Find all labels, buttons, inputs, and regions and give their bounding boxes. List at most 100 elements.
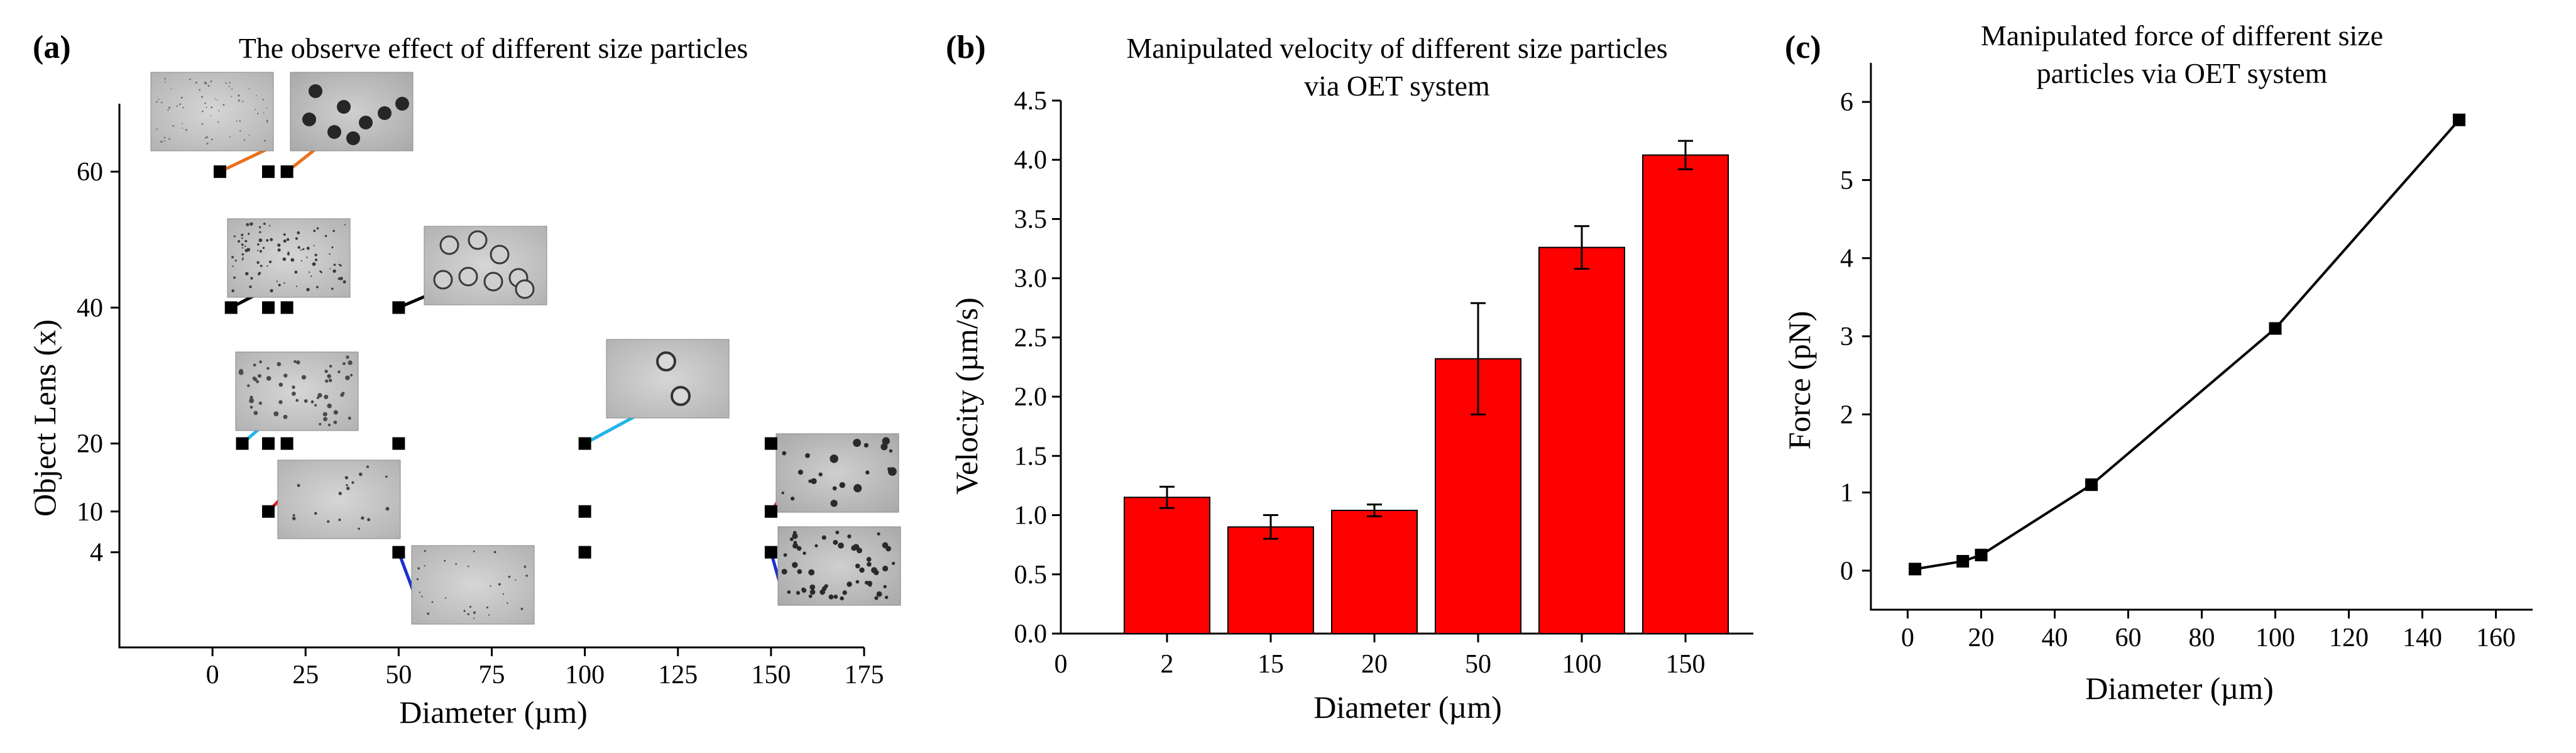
particle <box>195 81 197 84</box>
particle <box>241 258 244 261</box>
particle <box>792 533 798 539</box>
particle <box>287 253 290 256</box>
particle <box>525 574 528 577</box>
particle <box>876 591 882 597</box>
particle <box>263 223 266 225</box>
panel-a-title: The observe effect of different size par… <box>239 32 748 64</box>
particle <box>314 404 317 407</box>
panel-a-points <box>213 165 777 559</box>
particle <box>259 250 262 253</box>
particle <box>300 260 303 262</box>
particle <box>168 106 171 109</box>
micrograph-image <box>776 433 899 513</box>
particle <box>832 486 837 491</box>
micrograph-image <box>290 72 414 151</box>
particle <box>234 259 237 262</box>
particle <box>292 385 295 389</box>
panel-c: (c) Manipulated force of different size … <box>1782 19 2533 706</box>
particle <box>329 268 331 270</box>
particle <box>867 561 872 567</box>
particle <box>242 101 244 102</box>
x-tick-label: 0 <box>1901 624 1914 652</box>
panel-c-axis-lines <box>1870 63 2533 611</box>
particle <box>424 565 425 567</box>
particle <box>310 275 312 277</box>
panel-c-letter: (c) <box>1785 30 1821 65</box>
particle <box>473 611 476 614</box>
particle <box>273 411 279 417</box>
particle <box>241 243 244 246</box>
particle <box>164 140 166 141</box>
bar <box>1538 246 1625 635</box>
panel-a: (a) The observe effect of different size… <box>27 30 901 730</box>
particle <box>325 379 329 383</box>
particle <box>877 532 880 536</box>
particle <box>811 478 817 485</box>
x-tick-label: 50 <box>385 661 412 690</box>
particle <box>189 78 191 80</box>
particle <box>278 382 283 387</box>
particle <box>276 280 278 282</box>
particle <box>295 398 299 402</box>
micrograph-image <box>227 218 351 298</box>
data-point <box>262 505 275 518</box>
x-tick-label: 125 <box>658 661 698 690</box>
particle <box>262 246 265 250</box>
particle <box>821 535 826 540</box>
particle <box>266 121 268 123</box>
y-tick-label: 20 <box>77 430 103 459</box>
particle <box>467 613 469 615</box>
particle <box>161 102 163 104</box>
micrograph-frame <box>150 72 274 151</box>
particle <box>207 85 210 87</box>
particle <box>316 396 319 399</box>
particle <box>859 567 865 573</box>
particle <box>337 100 351 114</box>
panel-c-title-line2: particles via OET system <box>2037 57 2328 89</box>
data-point <box>262 301 275 314</box>
particle <box>263 112 265 113</box>
particle <box>358 527 360 530</box>
particle <box>231 96 233 97</box>
panel-b-y-axis-label: Velocity (µm/s) <box>949 297 984 494</box>
particle <box>319 270 322 272</box>
particle <box>847 581 852 587</box>
particle <box>417 567 420 570</box>
particle <box>201 123 204 125</box>
panel-a-axis-lines <box>118 104 864 649</box>
particle <box>258 238 263 243</box>
particle <box>255 109 256 111</box>
particle <box>238 239 241 243</box>
particle <box>502 593 505 595</box>
particle <box>282 257 287 261</box>
particle <box>314 253 317 256</box>
particle <box>205 136 207 139</box>
particle <box>888 467 897 476</box>
particle <box>833 595 838 599</box>
particle <box>445 597 447 599</box>
particle <box>828 594 834 600</box>
particle <box>259 360 262 364</box>
particle <box>431 601 434 603</box>
particle <box>266 265 268 267</box>
micrograph-image <box>235 351 359 431</box>
particle <box>838 542 844 549</box>
particle <box>270 289 273 293</box>
particle <box>331 287 334 290</box>
particle <box>796 546 802 551</box>
x-tick-label: 100 <box>2255 624 2295 652</box>
particle <box>855 580 860 584</box>
panel-b-x-axis-label: Diameter (µm) <box>1313 690 1502 725</box>
particle <box>248 134 250 136</box>
particle <box>211 106 213 109</box>
particle <box>317 393 322 398</box>
particle <box>507 602 508 604</box>
particle <box>249 395 253 399</box>
particle <box>348 416 351 420</box>
particle <box>316 285 319 289</box>
panel-b-title-line1: Manipulated velocity of different size p… <box>1126 32 1667 64</box>
particle <box>294 270 298 274</box>
particle <box>283 373 288 378</box>
particle <box>242 256 244 258</box>
particle <box>313 229 316 233</box>
